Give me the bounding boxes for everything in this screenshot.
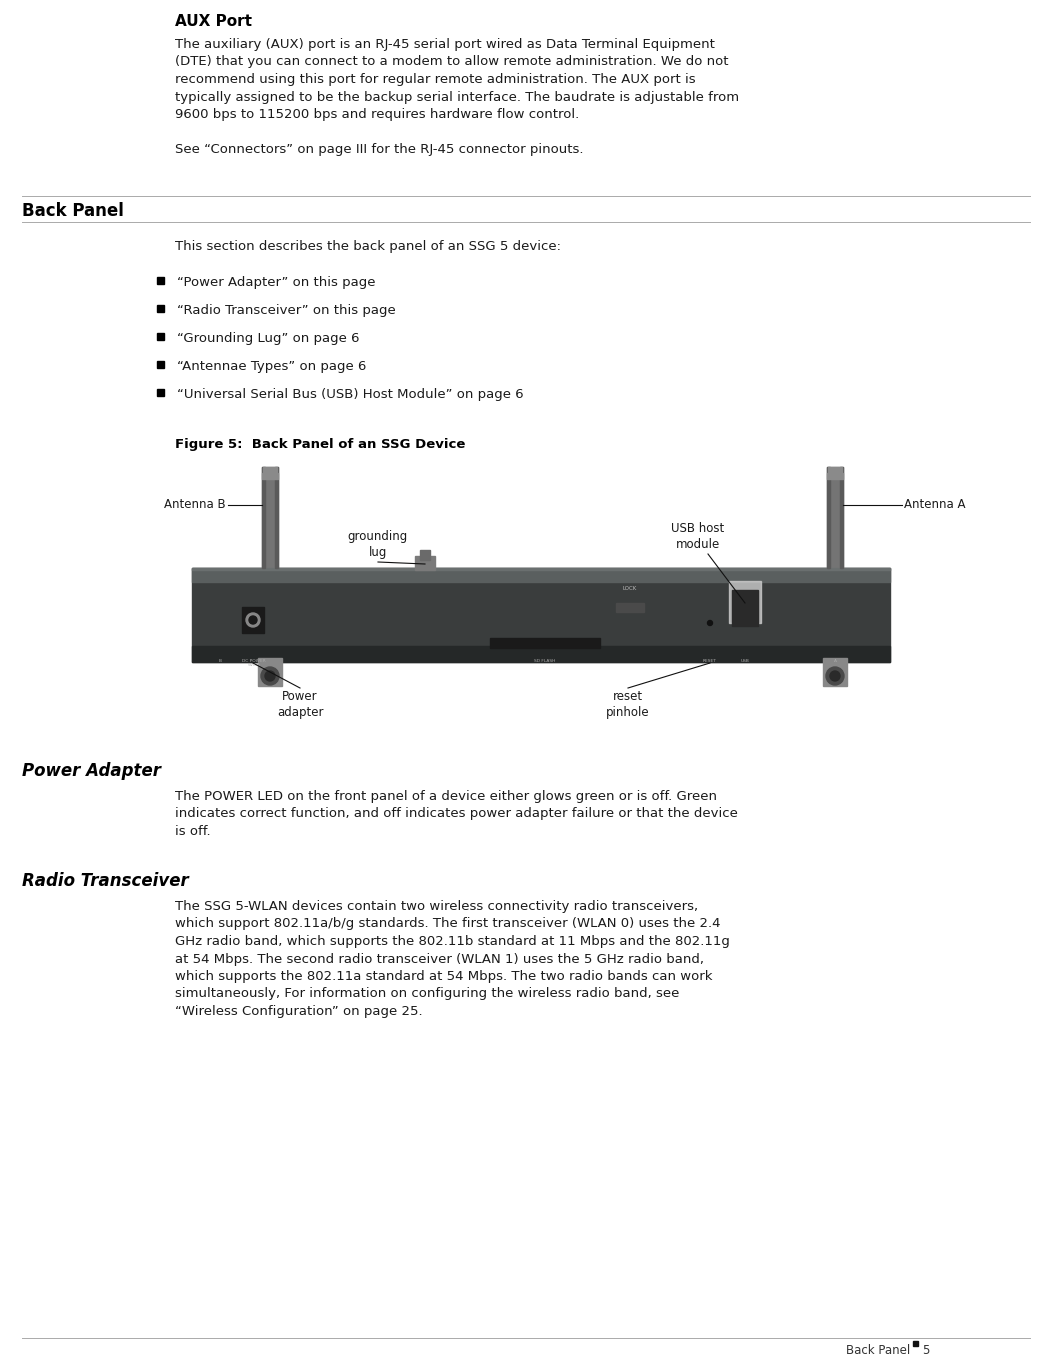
Bar	[262, 473, 278, 479]
Bar	[258, 658, 282, 686]
Text: grounding
lug: grounding lug	[348, 530, 408, 558]
Text: USB host
module: USB host module	[672, 522, 724, 552]
Bar	[827, 473, 843, 479]
Circle shape	[830, 671, 840, 681]
Text: Antenna B: Antenna B	[165, 498, 226, 512]
Bar	[263, 467, 277, 473]
Bar	[732, 590, 758, 627]
Bar	[490, 637, 601, 648]
Text: Power
adapter: Power adapter	[277, 691, 323, 719]
Text: Antenna A: Antenna A	[904, 498, 965, 512]
Text: is off.: is off.	[175, 825, 211, 838]
Text: reset
pinhole: reset pinhole	[606, 691, 650, 719]
Circle shape	[826, 667, 844, 685]
Bar	[827, 467, 843, 568]
Circle shape	[261, 667, 279, 685]
Bar	[157, 305, 163, 312]
Bar	[420, 550, 430, 560]
Text: indicates correct function, and off indicates power adapter failure or that the : indicates correct function, and off indi…	[175, 808, 738, 820]
Circle shape	[707, 621, 713, 625]
Bar	[157, 390, 163, 396]
Text: SD FLASH: SD FLASH	[534, 659, 555, 663]
Bar	[157, 332, 163, 340]
Text: recommend using this port for regular remote administration. The AUX port is: recommend using this port for regular re…	[175, 74, 696, 86]
Bar	[157, 361, 163, 368]
Bar	[262, 467, 278, 568]
Text: AUX Port: AUX Port	[175, 14, 252, 29]
Text: Back Panel: Back Panel	[22, 202, 124, 221]
Text: RESET: RESET	[703, 659, 717, 663]
Bar	[157, 276, 163, 285]
Text: The POWER LED on the front panel of a device either glows green or is off. Green: The POWER LED on the front panel of a de…	[175, 790, 717, 804]
Text: The auxiliary (AUX) port is an RJ-45 serial port wired as Data Terminal Equipmen: The auxiliary (AUX) port is an RJ-45 ser…	[175, 38, 715, 50]
Text: which supports the 802.11a standard at 54 Mbps. The two radio bands can work: which supports the 802.11a standard at 5…	[175, 970, 713, 983]
Bar	[192, 646, 890, 662]
Bar	[242, 607, 264, 633]
Text: Power Adapter: Power Adapter	[22, 761, 161, 780]
Text: which support 802.11a/b/g standards. The first transceiver (WLAN 0) uses the 2.4: which support 802.11a/b/g standards. The…	[175, 918, 721, 930]
Circle shape	[246, 613, 260, 627]
Bar	[729, 582, 761, 622]
Text: B: B	[218, 659, 221, 663]
Text: “Universal Serial Bus (USB) Host Module” on page 6: “Universal Serial Bus (USB) Host Module”…	[177, 388, 524, 400]
Text: USB: USB	[741, 659, 749, 663]
Text: “Wireless Configuration” on page 25.: “Wireless Configuration” on page 25.	[175, 1005, 422, 1017]
Bar	[192, 568, 890, 662]
Text: A: A	[833, 659, 836, 663]
Text: DC POWER
5V/4A: DC POWER 5V/4A	[242, 659, 266, 667]
Bar	[827, 467, 830, 568]
Bar	[616, 603, 645, 612]
Bar	[913, 1342, 918, 1346]
Bar	[192, 568, 890, 571]
Text: 5: 5	[922, 1344, 930, 1357]
Text: This section describes the back panel of an SSG 5 device:: This section describes the back panel of…	[175, 240, 561, 253]
Bar	[262, 467, 265, 568]
Bar	[192, 568, 890, 582]
Text: Back Panel: Back Panel	[846, 1344, 910, 1357]
Text: typically assigned to be the backup serial interface. The baudrate is adjustable: typically assigned to be the backup seri…	[175, 90, 739, 104]
Bar	[275, 467, 278, 568]
Text: GHz radio band, which supports the 802.11b standard at 11 Mbps and the 802.11g: GHz radio band, which supports the 802.1…	[175, 934, 729, 948]
Bar	[823, 658, 847, 686]
Text: simultaneously, For information on configuring the wireless radio band, see: simultaneously, For information on confi…	[175, 987, 679, 1001]
Text: (DTE) that you can connect to a modem to allow remote administration. We do not: (DTE) that you can connect to a modem to…	[175, 56, 728, 68]
Text: The SSG 5-WLAN devices contain two wireless connectivity radio transceivers,: The SSG 5-WLAN devices contain two wirel…	[175, 900, 698, 913]
Circle shape	[249, 616, 257, 624]
Bar	[828, 467, 842, 473]
Text: at 54 Mbps. The second radio transceiver (WLAN 1) uses the 5 GHz radio band,: at 54 Mbps. The second radio transceiver…	[175, 952, 704, 966]
Bar	[840, 467, 843, 568]
Bar	[415, 556, 435, 571]
Circle shape	[265, 671, 275, 681]
Text: “Grounding Lug” on page 6: “Grounding Lug” on page 6	[177, 332, 359, 345]
Text: See “Connectors” on page III for the RJ-45 connector pinouts.: See “Connectors” on page III for the RJ-…	[175, 143, 584, 157]
Text: “Radio Transceiver” on this page: “Radio Transceiver” on this page	[177, 304, 396, 317]
Text: Radio Transceiver: Radio Transceiver	[22, 872, 189, 889]
Text: LOCK: LOCK	[623, 586, 637, 591]
Text: “Antennae Types” on page 6: “Antennae Types” on page 6	[177, 360, 367, 373]
Text: “Power Adapter” on this page: “Power Adapter” on this page	[177, 276, 375, 289]
Text: Figure 5:  Back Panel of an SSG Device: Figure 5: Back Panel of an SSG Device	[175, 439, 465, 451]
Text: 9600 bps to 115200 bps and requires hardware flow control.: 9600 bps to 115200 bps and requires hard…	[175, 108, 580, 121]
